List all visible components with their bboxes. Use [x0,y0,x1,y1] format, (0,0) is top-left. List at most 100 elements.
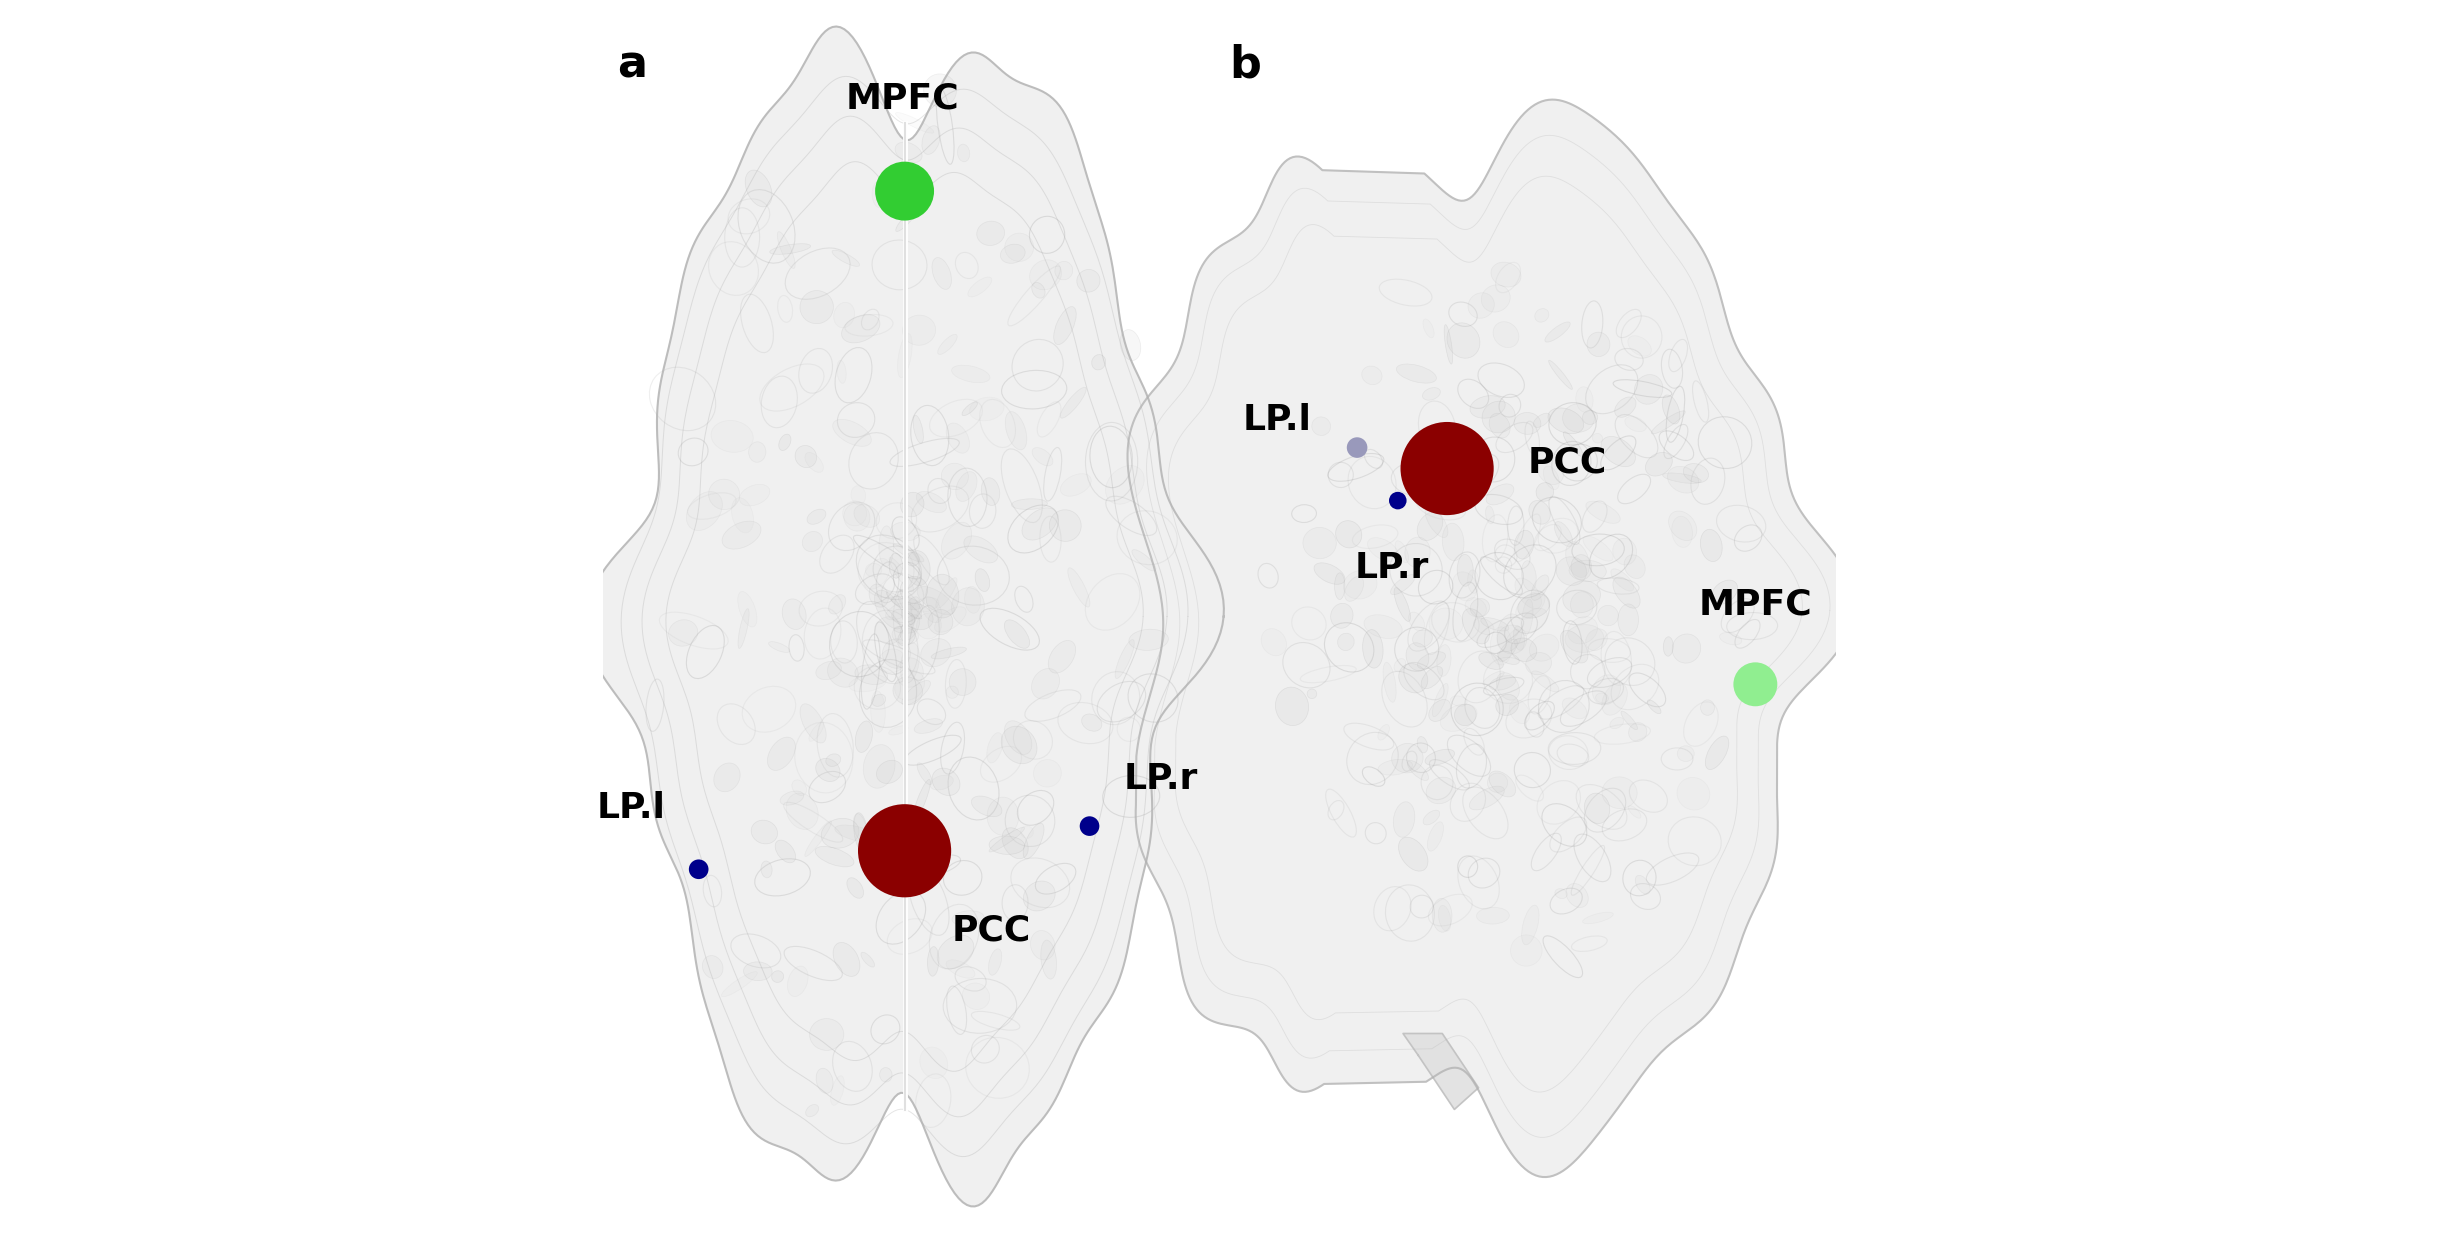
Ellipse shape [887,592,922,619]
Ellipse shape [1548,360,1573,390]
Ellipse shape [1563,581,1599,613]
Ellipse shape [1487,773,1507,793]
Ellipse shape [963,402,978,416]
Ellipse shape [1509,700,1529,724]
Ellipse shape [1487,483,1514,504]
Ellipse shape [1543,466,1560,490]
Point [680,859,719,879]
Ellipse shape [1421,667,1443,689]
Ellipse shape [917,492,946,513]
Ellipse shape [924,74,956,107]
Ellipse shape [1053,307,1075,344]
Ellipse shape [1663,636,1672,656]
Ellipse shape [1492,322,1519,348]
Ellipse shape [856,721,873,752]
Ellipse shape [805,821,831,857]
Ellipse shape [1536,451,1565,485]
Ellipse shape [1421,387,1441,401]
Ellipse shape [1443,324,1453,364]
Ellipse shape [1307,689,1317,699]
Ellipse shape [900,577,926,603]
Ellipse shape [778,434,790,450]
Ellipse shape [902,603,934,630]
Ellipse shape [914,598,939,612]
Ellipse shape [1451,695,1468,707]
Ellipse shape [1453,572,1477,600]
Ellipse shape [739,609,748,649]
Ellipse shape [987,798,1019,835]
Ellipse shape [1629,723,1646,741]
Ellipse shape [1490,771,1516,797]
Ellipse shape [1548,408,1585,434]
Ellipse shape [1570,592,1594,618]
Ellipse shape [817,1068,834,1094]
Ellipse shape [1565,541,1590,577]
Ellipse shape [900,615,919,641]
Ellipse shape [1546,322,1570,342]
Ellipse shape [904,613,914,625]
Ellipse shape [1404,538,1431,567]
Ellipse shape [714,763,741,792]
Ellipse shape [1592,674,1621,705]
Ellipse shape [1699,529,1721,561]
Ellipse shape [1704,736,1729,769]
Ellipse shape [809,1018,844,1051]
Ellipse shape [1082,714,1102,731]
Text: a: a [617,43,649,86]
Ellipse shape [1363,630,1382,668]
Ellipse shape [948,668,975,695]
Ellipse shape [1497,651,1519,665]
Ellipse shape [831,1076,844,1105]
Ellipse shape [1443,523,1463,561]
Ellipse shape [1597,605,1619,625]
Ellipse shape [853,813,868,852]
Ellipse shape [809,723,824,741]
Ellipse shape [1336,520,1363,547]
Ellipse shape [817,661,841,679]
Ellipse shape [1621,711,1638,730]
Point [1070,816,1109,836]
Ellipse shape [895,142,922,163]
Ellipse shape [922,639,951,667]
Ellipse shape [1002,726,1036,763]
Ellipse shape [1668,466,1699,493]
Ellipse shape [1473,618,1494,635]
Ellipse shape [875,591,904,629]
Ellipse shape [668,620,697,646]
Ellipse shape [956,472,978,502]
Ellipse shape [885,603,914,620]
Ellipse shape [890,557,914,592]
Ellipse shape [1407,642,1429,671]
Ellipse shape [1409,473,1441,504]
Ellipse shape [1004,721,1031,755]
Point [1429,459,1468,478]
Ellipse shape [688,492,722,530]
Ellipse shape [1331,603,1353,629]
Ellipse shape [826,753,841,767]
Ellipse shape [873,181,887,207]
Ellipse shape [836,360,846,383]
Ellipse shape [1048,640,1075,673]
Ellipse shape [1275,687,1309,725]
Ellipse shape [1497,694,1519,715]
Ellipse shape [1455,441,1477,461]
Ellipse shape [873,694,885,707]
Ellipse shape [1031,668,1061,699]
Text: LP.r: LP.r [1356,551,1429,586]
Ellipse shape [1346,577,1363,602]
Ellipse shape [1663,473,1702,483]
Text: PCC: PCC [951,914,1031,948]
Ellipse shape [1614,397,1636,417]
Ellipse shape [1436,645,1451,677]
Ellipse shape [1587,332,1609,356]
Ellipse shape [1497,625,1526,653]
Point [885,181,924,201]
Ellipse shape [922,597,941,623]
Ellipse shape [1612,539,1636,565]
Ellipse shape [807,509,826,524]
Ellipse shape [814,846,853,867]
Ellipse shape [800,291,834,324]
Ellipse shape [1512,935,1543,967]
Ellipse shape [1534,413,1551,428]
Ellipse shape [1646,453,1672,476]
